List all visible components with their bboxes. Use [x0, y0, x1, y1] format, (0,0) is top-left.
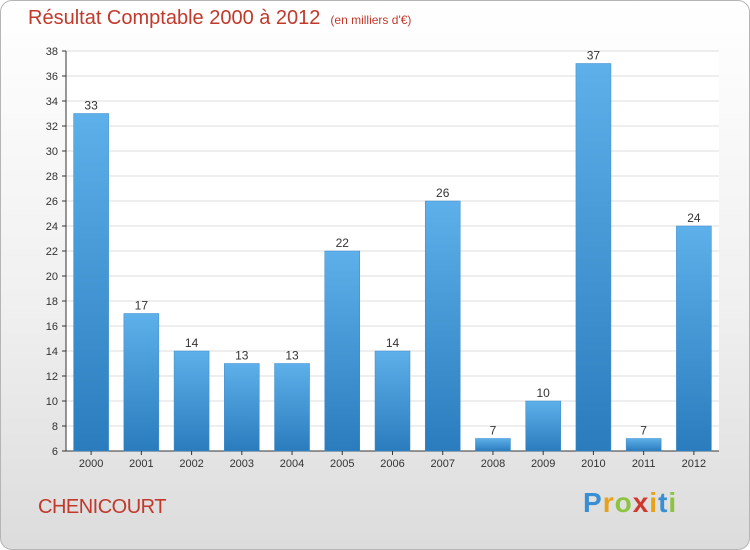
bar: [625, 438, 662, 452]
bar: [173, 350, 210, 452]
y-tick-label: 14: [46, 346, 58, 358]
y-tick-label: 30: [46, 146, 58, 158]
bar: [575, 63, 612, 452]
bar-value-label: 22: [336, 236, 350, 250]
x-tick-label: 2000: [79, 458, 103, 470]
bar-value-label: 13: [235, 349, 249, 363]
bar: [676, 225, 712, 452]
x-tick-label: 2004: [280, 458, 304, 470]
bar: [73, 113, 109, 452]
y-tick-label: 24: [46, 221, 58, 233]
x-tick-label: 2002: [179, 458, 203, 470]
bar: [374, 350, 411, 452]
y-tick-label: 22: [46, 246, 58, 258]
y-tick-label: 34: [46, 96, 58, 108]
bar-value-label: 14: [185, 336, 199, 350]
x-tick-label: 2001: [129, 458, 153, 470]
commune-name: CHENICOURT: [38, 496, 166, 518]
x-tick-label: 2012: [682, 458, 706, 470]
bar: [475, 438, 511, 452]
bar-value-label: 14: [386, 336, 400, 350]
y-tick-label: 26: [46, 196, 58, 208]
x-tick-label: 2005: [330, 458, 354, 470]
chart-title: Résultat Comptable 2000 à 2012 (en millie…: [28, 7, 411, 30]
bar: [123, 313, 160, 452]
y-tick-label: 8: [52, 421, 58, 433]
bar-value-label: 13: [285, 349, 299, 363]
y-tick-label: 12: [46, 371, 58, 383]
x-tick-label: 2010: [581, 458, 605, 470]
y-tick-label: 18: [46, 296, 58, 308]
x-tick-label: 2011: [632, 458, 656, 470]
bar: [324, 250, 361, 452]
y-tick-label: 32: [46, 121, 58, 133]
bar: [274, 363, 310, 452]
y-tick-label: 28: [46, 171, 58, 183]
y-tick-label: 10: [46, 396, 58, 408]
y-tick-label: 16: [46, 321, 58, 333]
y-tick-label: 36: [46, 71, 58, 83]
bar: [525, 400, 561, 452]
title-unit: (en milliers d'€): [330, 13, 412, 27]
bar-value-label: 37: [587, 49, 601, 63]
bar-value-label: 10: [537, 386, 551, 400]
bar-value-label: 33: [84, 99, 98, 113]
y-tick-label: 38: [46, 46, 58, 58]
x-tick-label: 2009: [531, 458, 555, 470]
bar-value-label: 17: [135, 299, 149, 313]
x-tick-label: 2008: [481, 458, 505, 470]
title-text: Résultat Comptable 2000 à 2012: [28, 7, 321, 29]
bar-value-label: 26: [436, 186, 450, 200]
bar: [424, 200, 461, 452]
bar-value-label: 7: [640, 424, 647, 438]
x-tick-label: 2003: [230, 458, 254, 470]
y-tick-label: 20: [46, 271, 58, 283]
proxiti-logo: Proxiti: [583, 487, 678, 518]
x-tick-label: 2007: [430, 458, 454, 470]
bar-value-label: 7: [490, 424, 497, 438]
bar-value-label: 24: [687, 211, 701, 225]
x-tick-label: 2006: [380, 458, 404, 470]
bar: [224, 363, 260, 452]
y-tick-label: 6: [52, 446, 58, 458]
